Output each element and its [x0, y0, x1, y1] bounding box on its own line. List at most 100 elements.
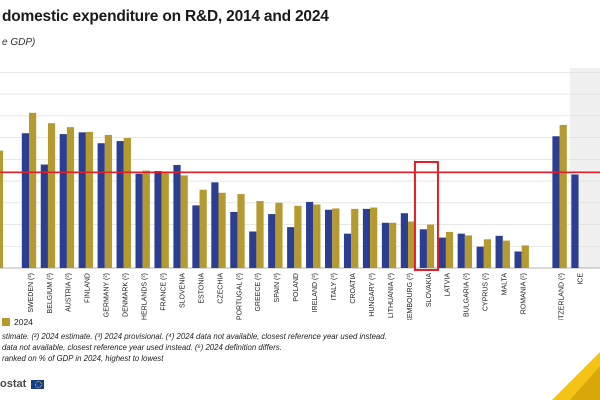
bar-2024 — [426, 224, 435, 268]
bar-2024 — [294, 205, 302, 268]
category-label: PORTUGAL (²) — [236, 273, 243, 320]
footnote-line-2: data not available, closest reference ye… — [2, 343, 282, 352]
bar-2014 — [211, 182, 219, 268]
category-label: BELGIUM (²) — [47, 273, 54, 313]
bar-2024 — [123, 138, 131, 268]
bar-2024 — [351, 208, 359, 268]
bar-2014 — [192, 205, 200, 268]
bar-2014 — [457, 233, 465, 268]
bar-2024 — [29, 112, 37, 268]
category-label: LATVIA — [445, 273, 452, 297]
overlay — [0, 161, 600, 271]
bar-2014 — [438, 237, 446, 268]
bar-2024 — [408, 221, 416, 268]
footnote-line-3: ranked on % of GDP in 2024, highest to l… — [2, 354, 164, 363]
chart-title: domestic expenditure on R&D, 2014 and 20… — [2, 8, 329, 25]
category-label: POLAND — [293, 273, 300, 302]
bar-chart: SWEDEN (²) BELGIUM (²) AUSTRIA (²) FINLAND G… — [0, 68, 600, 320]
bar-2014 — [59, 134, 67, 268]
category-label: NETHERLANDS (²) — [142, 273, 149, 320]
bar-2014 — [381, 222, 390, 268]
footnote-line-1: stimate. (²) 2024 estimate. (³) 2024 pro… — [2, 332, 387, 341]
category-label: MALTA — [502, 273, 509, 296]
bar-2024 — [199, 189, 207, 268]
bar-2014 — [514, 251, 522, 268]
category-label: IRELAND (²) — [312, 273, 319, 312]
bar-2014 — [173, 164, 181, 268]
bar-2014 — [552, 136, 560, 268]
bar-2014 — [495, 235, 503, 268]
category-label: SPAIN (²) — [274, 273, 281, 302]
category-label: FRANCE (²) — [160, 273, 167, 311]
bar-2014 — [116, 141, 124, 268]
category-label: ITALY (²) — [331, 273, 338, 300]
bar-2024 — [313, 204, 321, 268]
bar-2024 — [47, 123, 56, 268]
highlight-box — [413, 161, 439, 271]
category-label: LITHUANIA (²) — [388, 273, 395, 318]
bar-2024 — [445, 231, 454, 268]
category-label: SLOVENIA — [179, 273, 186, 308]
category-label: ESTONIA — [198, 273, 205, 304]
bar-2014 — [249, 231, 257, 268]
bar-2014 — [476, 246, 484, 268]
bar-2014 — [362, 208, 371, 268]
category-label: CZECHIA — [217, 273, 224, 304]
bar-2014 — [325, 209, 333, 268]
category-label: CROATIA — [350, 273, 357, 304]
bar-2024 — [237, 194, 245, 268]
bar-2014 — [419, 229, 427, 268]
bar-2014 — [400, 213, 408, 268]
bar-2024 — [256, 201, 264, 268]
bar-2024 — [104, 134, 112, 268]
bar-2024 — [161, 172, 169, 268]
bar-2014 — [268, 214, 276, 268]
category-label: BULGARIA (²) — [464, 273, 471, 317]
category-label: DENMARK (²) — [123, 273, 130, 317]
bar-2024 — [180, 175, 188, 268]
category-labels: SWEDEN (²) BELGIUM (²) AUSTRIA (²) FINLAND G… — [28, 273, 585, 320]
decorative-corner-shape — [552, 352, 600, 400]
bar-2024 — [85, 131, 94, 268]
category-label: ROMANIA (²) — [521, 273, 528, 314]
category-label: FINLAND — [85, 273, 92, 303]
category-label: GERMANY (²) — [104, 273, 111, 317]
category-label: ICE — [577, 273, 584, 285]
category-label: AUSTRIA (²) — [66, 273, 73, 312]
legend-swatch-2024 — [2, 318, 10, 326]
chart-subtitle: e GDP) — [2, 37, 36, 48]
footnotes: stimate. (²) 2024 estimate. (³) 2024 pro… — [2, 331, 387, 364]
bar-2014 — [571, 174, 579, 268]
bar-2024 — [218, 192, 226, 268]
bar-partial-2024 — [0, 150, 3, 268]
bar-2024 — [559, 124, 567, 269]
bar-2024 — [66, 127, 75, 268]
category-label: SLOVAKIA — [426, 273, 433, 307]
bar-2024 — [142, 170, 150, 268]
bar-2024 — [521, 245, 529, 268]
legend-label-2024: 2024 — [14, 317, 33, 327]
bar-2024 — [275, 202, 283, 268]
bar-2014 — [40, 164, 48, 268]
bar-2014 — [230, 211, 238, 268]
category-label: GREECE (²) — [255, 273, 262, 312]
category-label: HUNGARY (²) — [369, 273, 376, 317]
bar-2024 — [389, 222, 397, 268]
category-label: CYPRUS (²) — [483, 273, 490, 311]
bar-2014 — [343, 233, 352, 268]
category-label: SWITZERLAND (²) — [558, 273, 565, 320]
bar-2014 — [135, 173, 143, 268]
bar-2024 — [332, 208, 340, 268]
brand-text: ostat — [0, 378, 27, 390]
category-label: SWEDEN (²) — [28, 273, 35, 313]
bar-2024 — [483, 239, 491, 268]
bar-2014 — [21, 133, 29, 268]
eurostat-brand: ostat — [0, 378, 45, 390]
bar-2024 — [502, 240, 510, 268]
legend: 2024 — [2, 317, 33, 327]
bar-2014 — [154, 171, 162, 268]
bars — [0, 112, 579, 269]
bar-2024 — [464, 235, 473, 268]
bar-2014 — [287, 227, 295, 268]
bar-2014 — [306, 201, 314, 268]
